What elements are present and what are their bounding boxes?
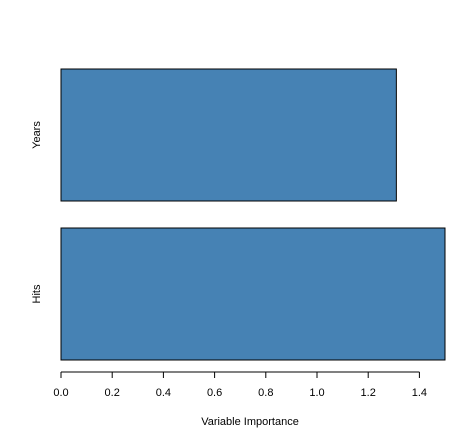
bar (60, 68, 397, 202)
y-tick-label: Hits (31, 284, 43, 303)
x-tick-label: 0.0 (53, 387, 68, 399)
x-tick-label: 0.6 (207, 387, 222, 399)
bar (60, 227, 446, 361)
x-tick-label: 1.2 (361, 387, 376, 399)
x-tick-label: 0.2 (105, 387, 120, 399)
x-tick-label: 0.4 (156, 387, 171, 399)
x-tick-label: 1.4 (412, 387, 427, 399)
x-tick-label: 0.8 (258, 387, 273, 399)
y-tick-label: Years (31, 121, 43, 149)
x-axis-label: Variable Importance (201, 416, 299, 428)
x-tick-label: 1.0 (309, 387, 324, 399)
